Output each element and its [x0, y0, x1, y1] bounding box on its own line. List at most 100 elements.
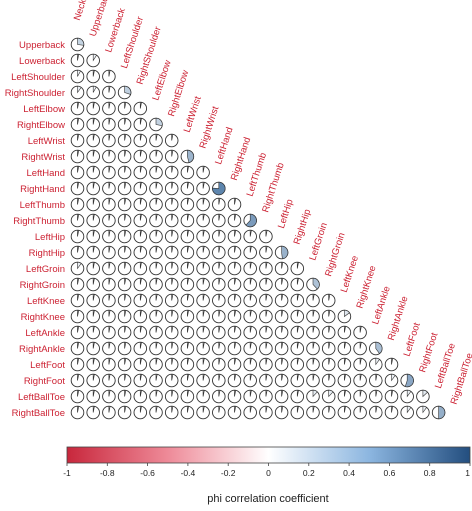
colorbar-gradient-bar	[66, 446, 471, 464]
cell-rightknee-lefthand	[212, 309, 226, 324]
cell-rightfoot-righthand	[227, 373, 242, 388]
cell-leftankle-righthip	[290, 325, 305, 340]
cell-leftfoot-righthand	[227, 357, 242, 372]
cell-rightknee-leftgroin	[306, 309, 320, 324]
cell-leftwrist-leftshoulder	[117, 133, 132, 148]
cell-rightfoot-leftknee	[337, 373, 352, 388]
cell-righthand-leftelbow	[149, 181, 163, 196]
cell-leftgroin-leftwrist	[180, 261, 195, 276]
cell-leftthumb-rightwrist	[196, 197, 210, 212]
cell-rightthumb-rightelbow	[164, 213, 179, 228]
colorbar-tick-label: 0.4	[343, 468, 355, 478]
cell-rightankle-rightshoulder	[133, 341, 148, 356]
cell-righthand-rightshoulder	[133, 181, 148, 196]
cell-leftfoot-leftgroin	[306, 357, 320, 372]
row-label-rightfoot: RightFoot	[24, 376, 66, 387]
cell-leftankle-upperback	[86, 325, 100, 340]
cell-righthand-upperback	[86, 181, 100, 196]
cell-rightballtoe-righthip	[290, 405, 305, 420]
cell-leftankle-lefthip	[274, 325, 289, 340]
cell-rightwrist-lowerback	[102, 149, 116, 164]
cell-rightankle-lowerback	[102, 341, 116, 356]
cell-leftfoot-rightgroin	[321, 357, 336, 372]
colorbar-title: phi correlation coefficient	[207, 493, 328, 505]
cell-righthand-neck	[70, 181, 85, 196]
cell-righthip-leftshoulder	[117, 245, 132, 260]
cell-rightankle-leftelbow	[149, 341, 163, 356]
cell-righthip-lefthand	[212, 245, 226, 260]
column-label-lefthip: LeftHip	[276, 198, 296, 230]
cell-rightankle-rightwrist	[196, 341, 210, 356]
cell-rightankle-rightthumb	[259, 341, 273, 356]
cell-leftankle-leftthumb	[243, 325, 257, 340]
cell-rightankle-leftknee	[337, 341, 352, 356]
cell-leftballtoe-lowerback	[102, 389, 116, 404]
cell-rightfoot-leftthumb	[243, 373, 257, 388]
cell-leftballtoe-leftknee	[337, 389, 352, 404]
cell-leftballtoe-leftshoulder	[117, 389, 132, 404]
row-label-leftthumb: LeftThumb	[20, 200, 65, 211]
cell-leftknee-upperback	[86, 293, 100, 308]
cell-leftfoot-neck	[70, 357, 85, 372]
column-label-rightgroin: RightGroin	[323, 231, 347, 278]
cell-rightfoot-rightknee	[353, 373, 367, 388]
row-label-lowerback: Lowerback	[19, 56, 65, 67]
cell-leftfoot-rightwrist	[196, 357, 210, 372]
cell-leftknee-lefthand	[212, 293, 226, 308]
cell-leftballtoe-rightelbow	[164, 389, 179, 404]
cell-lefthip-leftshoulder	[117, 229, 132, 244]
cell-rightthumb-leftshoulder	[117, 213, 132, 228]
cell-rightgroin-rightthumb	[259, 277, 273, 292]
cell-rightwrist-leftshoulder	[117, 149, 132, 164]
cell-leftgroin-neck	[70, 261, 85, 276]
cell-leftballtoe-leftelbow	[149, 389, 163, 404]
cell-leftgroin-lefthip	[274, 261, 289, 276]
cell-rightfoot-leftankle	[369, 373, 383, 388]
cell-leftwrist-upperback	[86, 133, 100, 148]
cell-leftballtoe-rightknee	[353, 389, 367, 404]
cell-leftelbow-upperback	[86, 101, 100, 116]
cell-righthand-lowerback	[102, 181, 116, 196]
cell-rightfoot-rightshoulder	[133, 373, 148, 388]
row-label-rightwrist: RightWrist	[21, 152, 65, 163]
cell-lefthip-righthand	[227, 229, 242, 244]
cell-leftthumb-leftwrist	[180, 197, 195, 212]
cell-leftknee-righthip	[290, 293, 305, 308]
column-label-righthip: RightHip	[292, 208, 314, 246]
cell-leftankle-rightwrist	[196, 325, 210, 340]
cell-rightfoot-leftgroin	[306, 373, 320, 388]
cell-rightthumb-leftwrist	[180, 213, 195, 228]
column-label-neck: Neck	[72, 0, 89, 22]
cell-righthip-rightelbow	[164, 245, 179, 260]
column-label-leftfoot: LeftFoot	[402, 321, 423, 358]
cell-rightballtoe-rightknee	[353, 405, 367, 420]
cell-rightballtoe-rightankle	[384, 405, 399, 420]
cell-rightknee-rightelbow	[164, 309, 179, 324]
cell-rightballtoe-rightelbow	[164, 405, 179, 420]
cell-leftthumb-leftshoulder	[117, 197, 132, 212]
cell-leftshoulder-upperback	[86, 69, 100, 84]
cell-rightfoot-rightwrist	[196, 373, 210, 388]
cell-leftgroin-leftthumb	[243, 261, 257, 276]
cell-rightfoot-rightthumb	[259, 373, 273, 388]
cell-rightfoot-rightgroin	[321, 373, 336, 388]
cell-rightballtoe-rightshoulder	[133, 405, 148, 420]
cell-leftthumb-neck	[70, 197, 85, 212]
cell-leftthumb-leftelbow	[149, 197, 163, 212]
cell-rightknee-rightwrist	[196, 309, 210, 324]
row-label-rightballtoe: RightBallToe	[12, 408, 65, 419]
cell-leftwrist-neck	[70, 133, 85, 148]
cell-leftfoot-leftshoulder	[117, 357, 132, 372]
cell-leftballtoe-rightfoot	[416, 389, 430, 404]
cell-lefthip-rightthumb	[259, 229, 273, 244]
cell-rightthumb-rightwrist	[196, 213, 210, 228]
row-label-rightthumb: RightThumb	[13, 216, 65, 227]
cell-rightgroin-leftelbow	[149, 277, 163, 292]
cell-leftelbow-neck	[70, 101, 85, 116]
cell-leftelbow-lowerback	[102, 101, 116, 116]
row-label-rightelbow: RightElbow	[17, 120, 65, 131]
cell-leftballtoe-upperback	[86, 389, 100, 404]
cell-rightgroin-righthip	[290, 277, 305, 292]
cell-righthip-leftelbow	[149, 245, 163, 260]
cell-rightfoot-rightelbow	[164, 373, 179, 388]
